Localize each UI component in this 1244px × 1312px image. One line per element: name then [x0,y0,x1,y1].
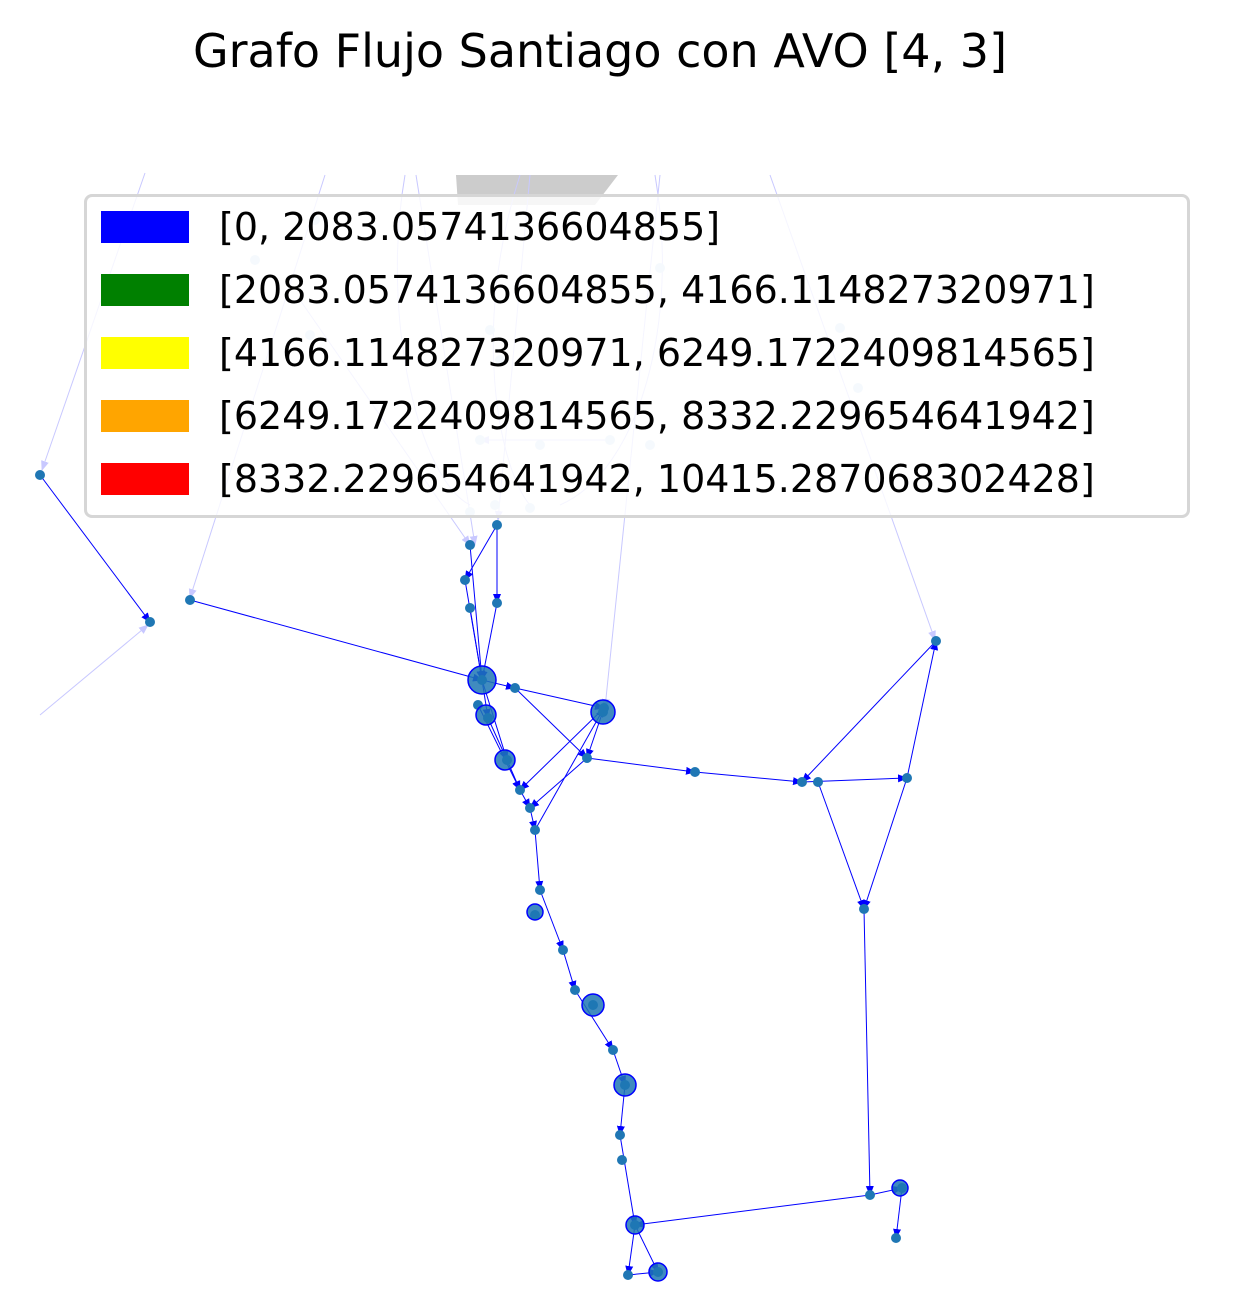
edge [694,771,803,786]
legend-label: [2083.0574136604855, 4166.114827320971] [219,268,1095,312]
legend-entry: [2083.0574136604855, 4166.114827320971] [101,265,1095,315]
edge [634,1194,871,1228]
figure-title: Grafo Flujo Santiago con AVO [4, 3] [192,24,1008,78]
node-cluster [467,665,497,695]
node [460,575,470,585]
legend-label: [6249.1722409814565, 8332.229654641942] [219,394,1095,438]
edge [574,989,614,1051]
edge [39,474,151,623]
edge [863,908,874,1196]
edge [906,640,939,779]
node-cluster [526,903,544,921]
node-cluster [475,704,497,726]
node-cluster [613,1073,637,1097]
edge [801,640,937,783]
edge [863,777,908,910]
legend-entry: [4166.114827320971, 6249.1722409814565] [101,328,1095,378]
legend-label: [0, 2083.0574136604855] [219,205,721,249]
legend-entry: [0, 2083.0574136604855] [101,202,720,252]
legend-swatch [101,211,189,243]
legend-label: [4166.114827320971, 6249.1722409814565] [219,331,1095,375]
node [465,540,475,550]
edge [514,687,605,710]
node [859,904,869,914]
edge [539,889,564,951]
node [185,595,195,605]
edge [519,707,605,791]
legend-swatch [101,274,189,306]
faded-edge [39,624,149,716]
edge [514,687,588,759]
node [582,753,592,763]
edge [817,781,865,910]
edge [534,829,544,891]
node-cluster [494,749,516,771]
node [515,785,525,795]
node-cluster [648,1262,668,1282]
node-cluster [590,699,616,725]
node [145,617,155,627]
node [510,683,520,693]
legend-entry: [6249.1722409814565, 8332.229654641942] [101,391,1095,441]
node [615,1130,625,1140]
node [570,985,580,995]
node [931,636,941,646]
edge [619,1134,638,1226]
edge [189,599,483,682]
node [492,520,502,530]
legend-swatch [101,400,189,432]
node [492,598,502,608]
node [558,945,568,955]
legend-swatch [101,337,189,369]
legend-entry: [8332.229654641942, 10415.287068302428] [101,454,1095,504]
node-layer [35,470,941,1282]
node [891,1233,901,1243]
node [902,773,912,783]
legend-swatch [101,463,189,495]
edge-layer [39,474,939,1277]
node [797,777,807,787]
node [690,767,700,777]
node-cluster [581,993,605,1017]
edge [562,949,577,991]
node [465,603,475,613]
edge [529,757,588,809]
node [525,803,535,813]
node [617,1155,627,1165]
node [608,1045,618,1055]
node [813,777,823,787]
node [865,1190,875,1200]
edge [534,707,605,831]
node [535,885,545,895]
node [623,1270,633,1280]
legend: [0, 2083.0574136604855] [2083.0574136604… [84,194,1190,518]
legend-label: [8332.229654641942, 10415.287068302428] [219,457,1095,501]
node-cluster [891,1179,909,1197]
node [530,825,540,835]
node-cluster [625,1215,645,1235]
edge [586,757,696,775]
node [35,470,45,480]
edge [464,524,498,581]
